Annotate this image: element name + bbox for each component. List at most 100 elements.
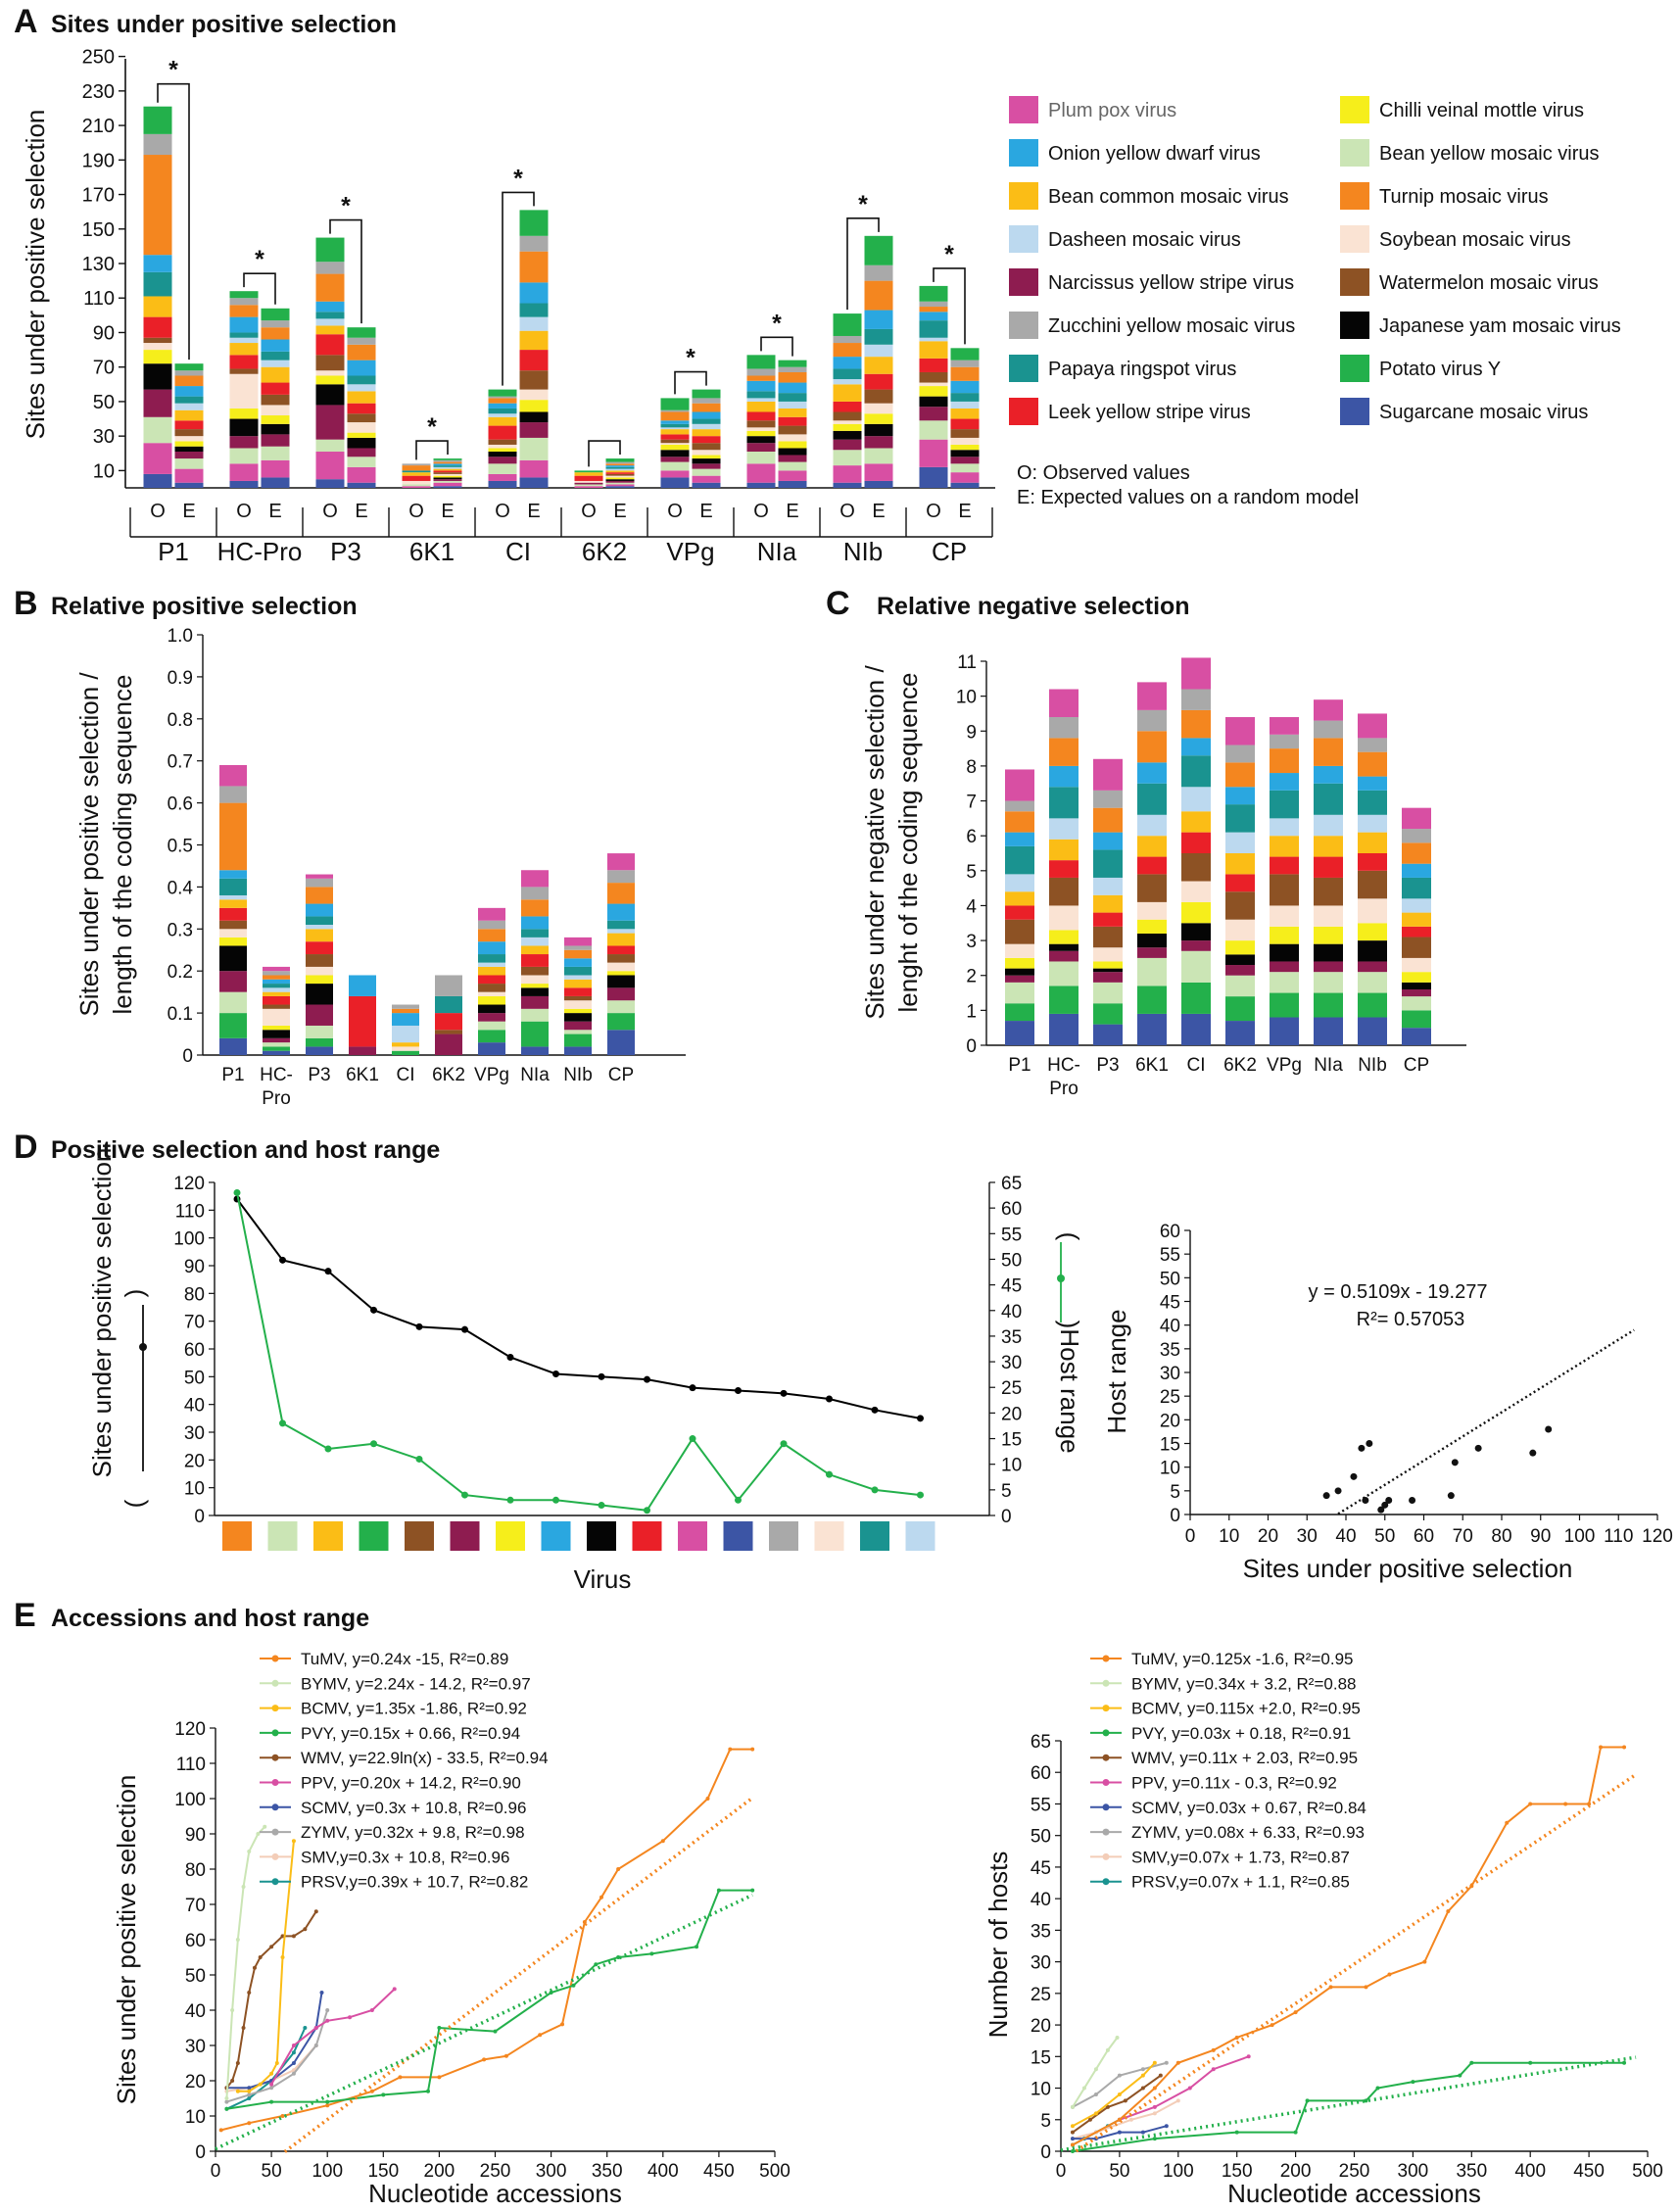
bar-expected-segment (605, 482, 635, 485)
series-line-ZYMV (226, 2009, 329, 2103)
note-observed: O: Observed values (1017, 462, 1190, 484)
bar-segment (564, 945, 592, 950)
legend-label: SCMV, y=0.3x + 10.8, R²=0.96 (301, 1799, 526, 1817)
bar-segment (1225, 853, 1255, 875)
x-category-label: CP (1404, 1055, 1429, 1076)
x-category-label: VPg (1267, 1055, 1302, 1076)
bar-expected-segment (347, 437, 376, 449)
x-axis-title: Sites under positive selection (1243, 1554, 1573, 1583)
legend-marker (271, 1803, 279, 1811)
legend-label: WMV, y=22.9ln(x) - 33.5, R²=0.94 (301, 1749, 549, 1767)
bar-segment (1049, 950, 1079, 962)
bar-segment (1005, 800, 1034, 812)
bar-observed-segment (488, 473, 517, 481)
y-tick-label-left: 100 (173, 1229, 205, 1250)
bar-observed-segment (488, 463, 517, 474)
series-point-TuMV (560, 2022, 565, 2027)
legend-label: Onion yellow dwarf virus (1048, 143, 1261, 165)
bar-segment (1137, 682, 1167, 710)
legend-label: PVY, y=0.03x + 0.18, R²=0.91 (1131, 1724, 1351, 1743)
bar-segment (1402, 829, 1431, 843)
x-category-label: P3 (330, 537, 361, 566)
bar-expected-segment (605, 475, 635, 478)
bar-segment (478, 1004, 505, 1014)
bar-observed-segment (143, 133, 172, 156)
bar-segment (1358, 961, 1387, 973)
observed-label: O (667, 501, 683, 522)
significance-bracket (674, 370, 707, 395)
x-tick-label: 50 (1374, 1526, 1395, 1547)
bar-segment (521, 987, 549, 996)
series-point-PVY (1364, 2098, 1368, 2103)
y-axis-title: Sites under positive selection (112, 1775, 141, 2105)
series-line-WMV (225, 1910, 317, 2089)
bar-segment (564, 958, 592, 967)
bar-observed-segment (143, 350, 172, 364)
bar-segment (607, 945, 635, 955)
series-point-ZYMV (1117, 2073, 1122, 2078)
bar-observed-segment (746, 427, 776, 431)
bar-segment (1137, 919, 1167, 934)
series-point-TuMV (503, 2053, 508, 2058)
bar-segment (1402, 972, 1431, 983)
legend-swatch (1009, 96, 1038, 123)
bar-expected-segment (519, 389, 549, 401)
bar-segment (306, 966, 333, 976)
legend-marker (1102, 1705, 1110, 1712)
scatter-point (1377, 1506, 1385, 1514)
x-category-label: NIa (757, 537, 797, 566)
y-axis-title: length of the coding sequence (108, 675, 137, 1015)
x-category-label: Pro (1049, 1079, 1079, 1099)
y-tick-label: 30 (93, 426, 115, 448)
x-category-label: Pro (262, 1088, 291, 1109)
series-line-PVY (1072, 2061, 1625, 2152)
legend-label: BCMV, y=1.35x -1.86, R²=0.92 (301, 1700, 527, 1718)
bar-expected-segment (519, 316, 549, 331)
expected-label: E (355, 501, 367, 522)
bar-segment (521, 916, 549, 930)
series-point (279, 1256, 286, 1264)
legend-label: PRSV,y=0.39x + 10.7, R²=0.82 (301, 1873, 528, 1892)
series-point (644, 1507, 650, 1515)
bar-observed-segment (229, 298, 259, 306)
x-tick-label: 50 (262, 2161, 282, 2182)
bar-segment (1358, 814, 1387, 833)
legend-marker (271, 1705, 279, 1712)
series-point-PPV (1187, 2086, 1192, 2091)
bar-expected-segment (864, 373, 893, 390)
bar-segment (1270, 961, 1299, 973)
bar-expected-segment (950, 408, 980, 419)
trendline-TuMV (283, 1796, 754, 2153)
y-tick-label: 0.7 (168, 752, 193, 773)
bar-segment (1314, 1017, 1343, 1045)
y-tick-label-right: 55 (1001, 1225, 1022, 1245)
series-point-WMV (269, 1945, 274, 1949)
y-tick-label: 40 (185, 2001, 206, 2022)
y-tick-label-left: 50 (184, 1368, 205, 1388)
series-point-TuMV (1422, 1959, 1427, 1964)
bar-segment (1314, 814, 1343, 837)
bar-segment (1358, 776, 1387, 791)
series-point-WMV (1123, 2098, 1127, 2103)
bar-observed-segment (660, 409, 690, 412)
bar-segment (564, 937, 592, 946)
bar-segment (1049, 930, 1079, 944)
bar-segment (263, 1025, 290, 1031)
bar-expected-segment (519, 437, 549, 460)
series-point-BCMV (274, 2061, 279, 2065)
bar-observed-segment (402, 475, 431, 481)
bar-segment (1358, 992, 1387, 1018)
x-tick-label: 200 (424, 2161, 455, 2182)
x-tick-label: 500 (1632, 2161, 1663, 2182)
legend-label: Plum pox virus (1048, 100, 1176, 121)
bar-expected-segment (692, 403, 721, 412)
series-point (279, 1419, 286, 1427)
bar-segment (1005, 975, 1034, 983)
bar-segment (478, 962, 505, 967)
bar-segment (263, 971, 290, 976)
legend-swatch (1009, 312, 1038, 339)
observed-label: O (926, 501, 941, 522)
bar-segment (1270, 972, 1299, 993)
y-tick-label: 90 (93, 322, 115, 344)
y-tick-label-left: 40 (184, 1396, 205, 1417)
